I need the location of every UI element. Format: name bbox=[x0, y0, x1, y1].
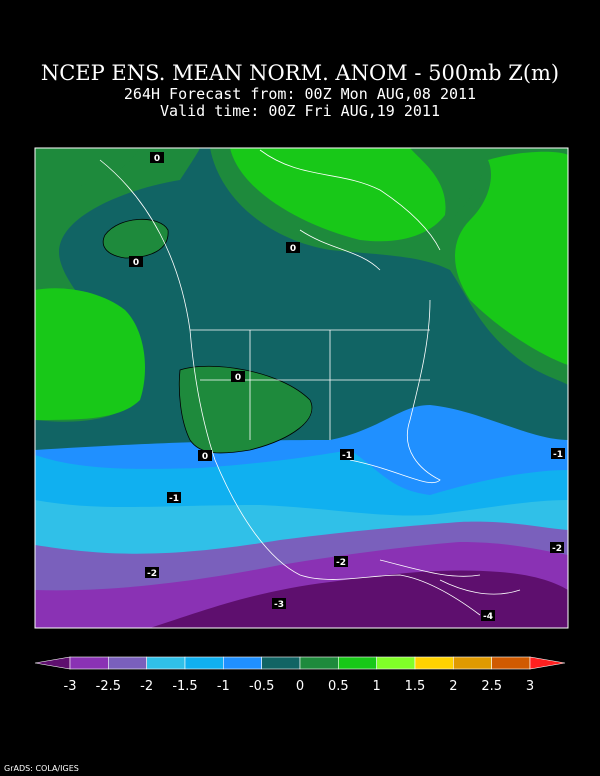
contour-label-box bbox=[129, 256, 143, 267]
contour-label: 0 bbox=[231, 371, 245, 383]
map bbox=[34, 147, 569, 629]
footer: GrADS: COLA/IGES bbox=[4, 764, 79, 773]
colorbar-label: 0.5 bbox=[328, 679, 349, 694]
colorbar-swatch bbox=[414, 656, 454, 670]
contour-label-text: 0 bbox=[154, 154, 160, 164]
contour-label-text: -1 bbox=[553, 450, 563, 460]
contour-label: -2 bbox=[334, 556, 348, 568]
contour-label: -4 bbox=[481, 610, 495, 622]
contour-label: 0 bbox=[129, 256, 143, 268]
coastlines bbox=[99, 149, 521, 616]
colorbar-swatch bbox=[453, 656, 492, 670]
contour-label-box bbox=[150, 152, 164, 163]
colorbar-swatch bbox=[184, 656, 224, 670]
colorbar-label: -0.5 bbox=[249, 679, 274, 694]
colorbar-label: -2 bbox=[140, 679, 153, 694]
contour-label-text: -2 bbox=[147, 569, 157, 579]
band bbox=[178, 365, 313, 454]
contour-label-text: 0 bbox=[202, 452, 208, 462]
contour-label-text: -1 bbox=[169, 494, 179, 504]
contour-label-text: 0 bbox=[235, 373, 241, 383]
colorbar-label: 3 bbox=[526, 679, 534, 694]
title: NCEP ENS. MEAN NORM. ANOM - 500mb Z(m) bbox=[41, 61, 559, 85]
colorbar: -3 -2.5 -2 -1.5 -1 -0.5 0 0.5 1 1.5 2 2.5 3 bbox=[34, 656, 566, 694]
contour-label: -1 bbox=[340, 449, 354, 461]
map-frame bbox=[34, 147, 569, 629]
colorbar-label: -1.5 bbox=[172, 679, 197, 694]
contour-label: 0 bbox=[150, 152, 164, 164]
colorbar-swatch bbox=[376, 656, 416, 670]
contour-label-box bbox=[551, 448, 565, 459]
contour-label: -3 bbox=[272, 598, 286, 610]
contour-label-text: -1 bbox=[342, 451, 352, 461]
contour-label-box bbox=[286, 242, 300, 253]
contour-label-box bbox=[340, 449, 354, 460]
contour-label-box bbox=[272, 598, 286, 609]
contour-label: -2 bbox=[145, 567, 159, 579]
valid-time: Valid time: 00Z Fri AUG,19 2011 bbox=[160, 102, 440, 120]
contour-label-box bbox=[550, 542, 564, 553]
colorbar-swatch bbox=[529, 656, 566, 670]
contour-label-text: -2 bbox=[336, 558, 346, 568]
colorbar-label: 1 bbox=[373, 679, 381, 694]
contour-label-box bbox=[198, 450, 212, 461]
contour-label: -1 bbox=[551, 448, 565, 460]
contour-label-box bbox=[481, 610, 495, 621]
band bbox=[35, 148, 140, 190]
contour-label-box bbox=[231, 371, 245, 382]
band bbox=[150, 570, 568, 628]
colorbar-swatch bbox=[299, 656, 339, 670]
band bbox=[455, 151, 568, 365]
colorbar-swatch bbox=[223, 656, 262, 670]
colorbar-label: 2 bbox=[449, 679, 457, 694]
colorbar-label: -3 bbox=[64, 679, 77, 694]
contour-label: 0 bbox=[198, 450, 212, 462]
contour-label-text: 0 bbox=[290, 244, 296, 254]
contour-label: -1 bbox=[167, 492, 181, 504]
band bbox=[35, 288, 145, 420]
colorbar-swatch bbox=[491, 656, 531, 670]
contour-label: -2 bbox=[550, 542, 564, 554]
colorbar-label: 2.5 bbox=[481, 679, 502, 694]
forecast: 264H Forecast from: 00Z Mon AUG,08 2011 bbox=[124, 85, 476, 103]
contour-label-box bbox=[334, 556, 348, 567]
contour-label: 0 bbox=[286, 242, 300, 254]
colorbar-label: 0 bbox=[296, 679, 304, 694]
contour-label-text: -2 bbox=[552, 544, 562, 554]
colorbar-label: -1 bbox=[217, 679, 230, 694]
contour-label-box bbox=[167, 492, 181, 503]
band bbox=[102, 218, 169, 259]
contour-label-box bbox=[145, 567, 159, 578]
colorbar-swatch bbox=[108, 656, 147, 670]
colorbar-label: -2.5 bbox=[96, 679, 121, 694]
band bbox=[230, 148, 446, 242]
colorbar-swatch bbox=[69, 656, 109, 670]
colorbar-swatch bbox=[261, 656, 301, 670]
contour-label-text: 0 bbox=[133, 258, 139, 268]
contour-label-text: -3 bbox=[274, 600, 284, 610]
contour-label-text: -4 bbox=[483, 612, 493, 622]
colorbar-swatch bbox=[146, 656, 186, 670]
colorbar-swatch bbox=[338, 656, 377, 670]
colorbar-label: 1.5 bbox=[405, 679, 426, 694]
